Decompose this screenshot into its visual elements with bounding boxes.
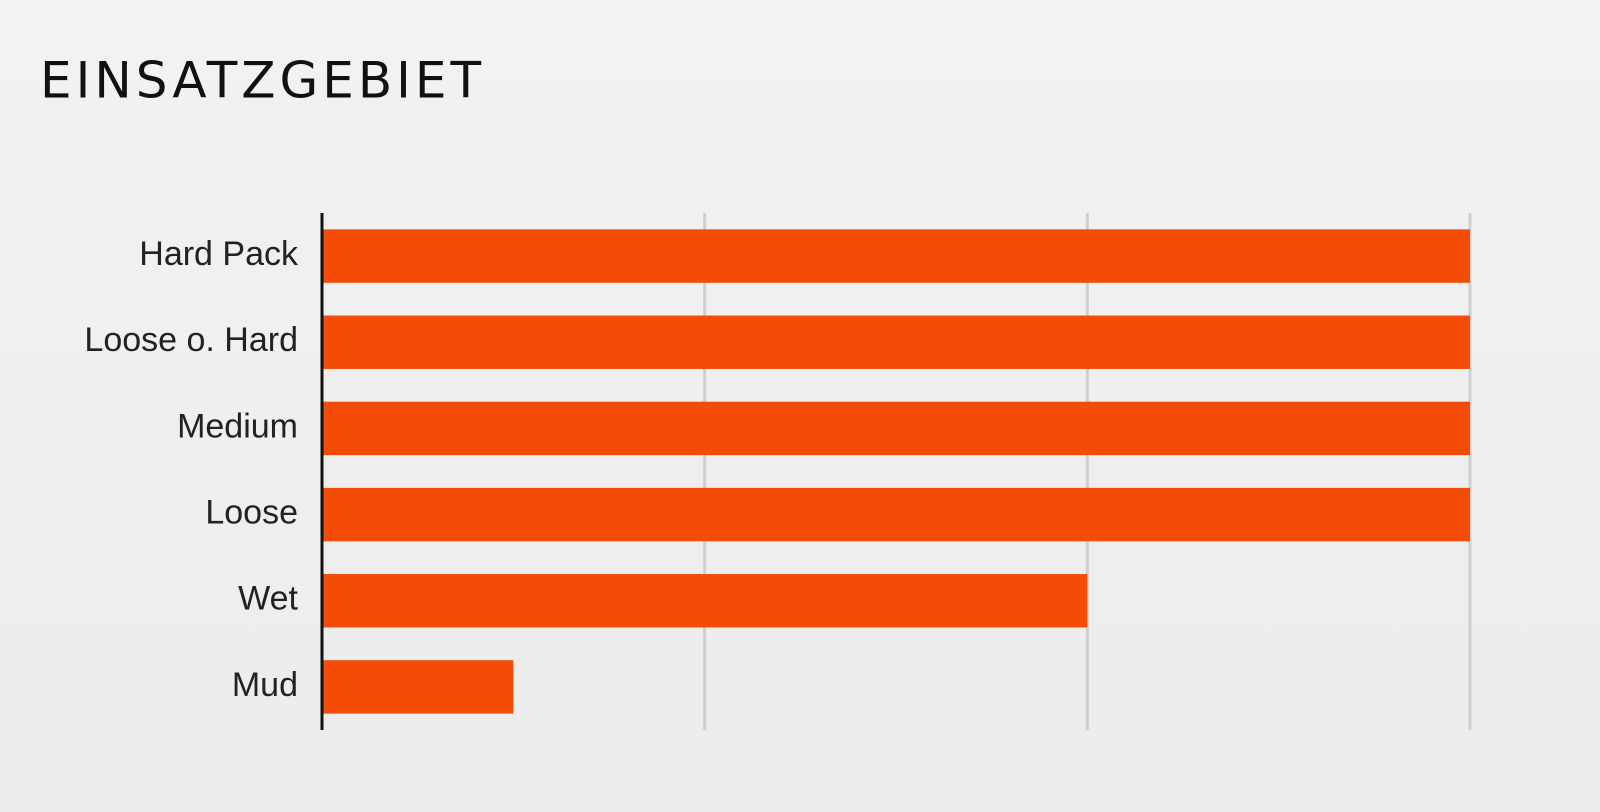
chart-title: EINSATZGEBIET (40, 52, 485, 110)
bar (322, 401, 1470, 456)
y-tick-label: Loose (205, 494, 298, 532)
y-tick-label: Hard Pack (139, 235, 299, 273)
bar (322, 660, 514, 714)
bar (322, 315, 1470, 369)
bar (322, 574, 1088, 628)
bar (322, 487, 1470, 542)
bar (322, 229, 1470, 283)
y-tick-label: Medium (177, 407, 298, 445)
y-tick-label: Mud (232, 666, 298, 704)
y-tick-label: Wet (238, 580, 298, 618)
y-tick-label: Loose o. Hard (84, 321, 298, 359)
